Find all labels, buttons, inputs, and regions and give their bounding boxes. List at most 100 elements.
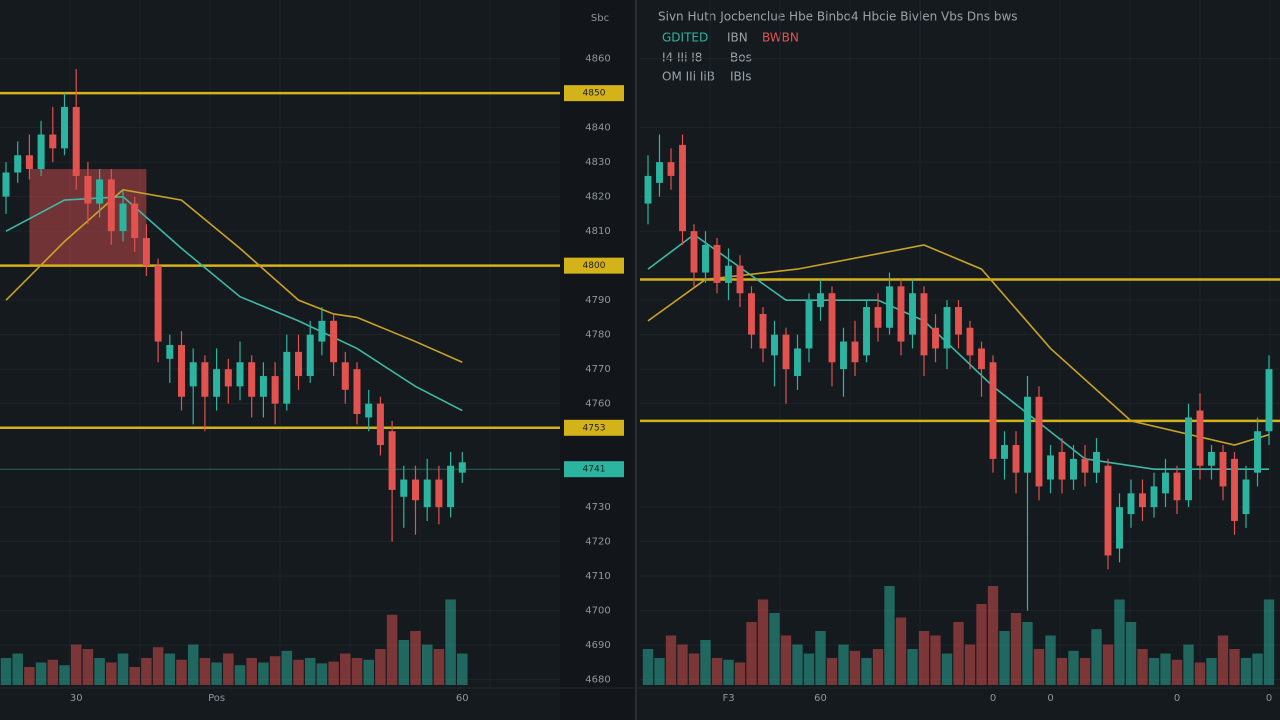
- axis-label: Sbc: [591, 13, 609, 24]
- candle-body: [725, 265, 732, 283]
- moving-average: [5, 188, 463, 363]
- volume-bar: [1091, 629, 1102, 685]
- legend-item: Bos: [730, 51, 752, 65]
- candle-body: [782, 334, 790, 370]
- candle-body: [794, 348, 801, 377]
- x-tick-label: 30: [70, 693, 83, 704]
- volume-bar: [964, 644, 976, 685]
- candle-body: [943, 307, 951, 349]
- candle-body: [1265, 369, 1273, 432]
- candle-body: [411, 479, 420, 501]
- candle-body: [306, 334, 314, 377]
- candle-body: [1035, 396, 1043, 487]
- x-tick-label: Pos: [208, 693, 225, 704]
- y-tick-label: 4790: [585, 295, 610, 306]
- volume-bar: [187, 644, 199, 685]
- volume-bar: [351, 658, 363, 685]
- candle-body: [400, 479, 408, 497]
- candle-body: [271, 376, 279, 404]
- price-badge: [564, 461, 624, 478]
- candle-body: [177, 345, 186, 397]
- panel: F3 60 0 0 0 0: [640, 134, 1280, 704]
- y-tick-label: 4680: [585, 675, 610, 686]
- volume-bar: [117, 653, 129, 685]
- panel: 4850 4800 4753 4741 30 Pos 60: [0, 69, 624, 704]
- candle-body: [1127, 493, 1135, 515]
- candle-body: [1104, 465, 1112, 556]
- candle-body: [851, 341, 859, 363]
- candle-body: [119, 203, 127, 232]
- volume-bar: [1171, 659, 1183, 685]
- candle-body: [840, 341, 847, 370]
- volume-bar: [941, 653, 953, 685]
- candle-body: [748, 293, 755, 335]
- volume-bar: [1079, 658, 1091, 685]
- volume-bar: [398, 640, 410, 685]
- volume-bar: [769, 613, 780, 685]
- volume-bar: [1056, 658, 1068, 685]
- volume-bar: [1068, 650, 1079, 685]
- volume-bar: [106, 662, 117, 685]
- volume-bar: [59, 665, 70, 685]
- x-tick-label: 0: [990, 693, 996, 704]
- candle-body: [1208, 451, 1215, 466]
- price-badge-label: 4741: [583, 465, 606, 475]
- grid: [0, 0, 1280, 688]
- candle-body: [1242, 479, 1250, 515]
- volume-bar: [281, 650, 293, 685]
- y-tick-label: 4820: [585, 192, 610, 203]
- candle-body: [423, 479, 431, 508]
- y-tick-label: 4840: [585, 123, 610, 134]
- candle-body: [989, 362, 997, 459]
- candle-body: [1093, 451, 1100, 473]
- y-tick-label: 4720: [585, 537, 610, 548]
- x-tick-label: 60: [456, 693, 469, 704]
- volume-bar: [12, 653, 23, 685]
- volume-bar: [1102, 644, 1114, 685]
- candle-body: [1139, 493, 1146, 508]
- volume-bar: [269, 656, 281, 685]
- volume-bar: [304, 658, 316, 685]
- candle-body: [667, 162, 675, 176]
- x-tick-label: 0: [1266, 693, 1272, 704]
- volume-bar: [907, 649, 918, 685]
- y-tick-label: 4710: [585, 571, 610, 582]
- price-badge-label: 4850: [583, 89, 606, 99]
- candle-body: [1196, 410, 1204, 466]
- candle-body: [1012, 445, 1020, 473]
- volume-bar: [884, 586, 895, 685]
- volume-bar: [141, 658, 152, 685]
- candle-body: [25, 155, 33, 170]
- volume-bar: [861, 658, 872, 685]
- volume-bar: [129, 667, 140, 685]
- volume-bar: [1045, 635, 1056, 685]
- volume-bar: [223, 653, 234, 685]
- volume-bar: [930, 635, 941, 685]
- y-tick-label: 4730: [585, 502, 610, 513]
- volume-bar: [1217, 635, 1229, 685]
- candle-body: [1185, 417, 1192, 501]
- volume-bar: [410, 631, 421, 685]
- volume-bar: [152, 647, 164, 685]
- volume-bar: [199, 658, 211, 685]
- volume-bar: [1125, 622, 1137, 685]
- candle-body: [353, 369, 361, 414]
- volume-bar: [815, 631, 826, 685]
- volume-bar: [918, 631, 930, 685]
- y-tick-label: 4770: [585, 364, 610, 375]
- candle-body: [978, 348, 985, 370]
- volume-bar: [211, 662, 222, 685]
- candle-body: [447, 465, 455, 508]
- volume-bar: [757, 599, 769, 685]
- price-badge: [564, 257, 624, 274]
- volume-bar: [746, 622, 757, 685]
- candle-body: [805, 300, 813, 349]
- volume-bar: [386, 614, 398, 685]
- y-tick-label: 4700: [585, 606, 610, 617]
- price-badge-label: 4800: [583, 261, 606, 271]
- volume-bar: [1148, 658, 1160, 685]
- moving-average: [5, 195, 463, 412]
- volume-bar: [234, 665, 246, 685]
- volume-bar: [654, 658, 665, 685]
